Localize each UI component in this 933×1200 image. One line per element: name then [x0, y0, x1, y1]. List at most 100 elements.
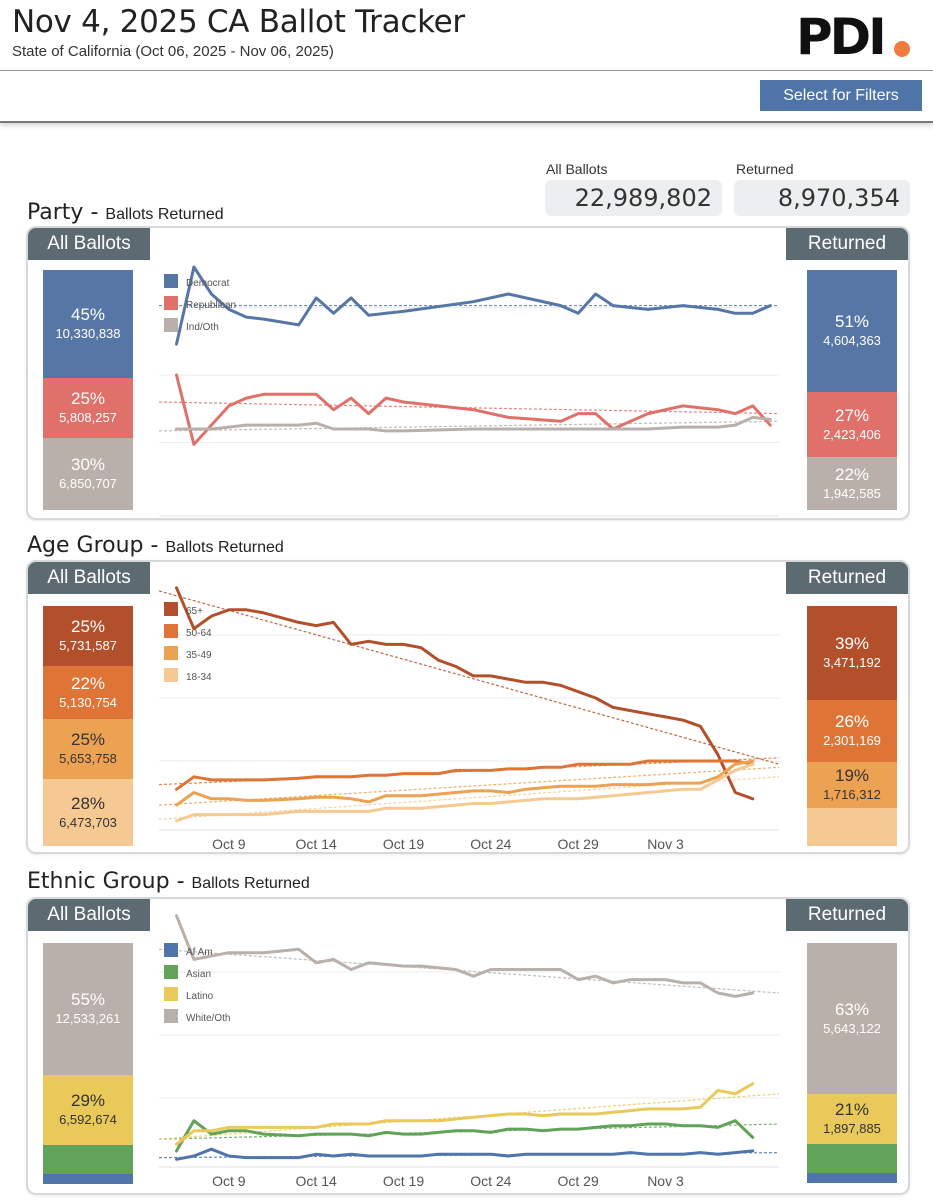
party-series-line: [175, 373, 772, 446]
age-panel: All Ballots Returned 25% 5,731,587 22% 5,13…: [26, 560, 910, 854]
bar-segment[interactable]: 21% 1,897,885: [807, 1094, 897, 1144]
segment-percent: 29%: [70, 1091, 106, 1110]
bar-segment[interactable]: [807, 1144, 897, 1173]
bar-segment[interactable]: [43, 1174, 133, 1184]
party-series-line: [175, 265, 772, 346]
bar-segment[interactable]: 26% 2,301,169: [807, 700, 897, 762]
all-ballots-kpi-value: 22,989,802: [545, 180, 722, 216]
x-tick-label: Oct 24: [470, 836, 511, 852]
party-returned-bar[interactable]: 51% 4,604,363 27% 2,423,406 22% 1,942,585: [807, 270, 897, 510]
bar-segment[interactable]: [807, 808, 897, 846]
ethnic-panel: All Ballots Returned 55% 12,533,261 29% 6,5…: [26, 897, 910, 1195]
legend-label: Ind/Oth: [186, 322, 219, 333]
logo-dot-icon: [894, 41, 910, 57]
bar-segment[interactable]: 45% 10,330,838: [43, 270, 133, 378]
bar-segment[interactable]: 29% 6,592,674: [43, 1075, 133, 1145]
legend-swatch: [164, 965, 178, 979]
bar-segment[interactable]: 30% 6,850,707: [43, 438, 133, 510]
bar-segment[interactable]: 28% 6,473,703: [43, 779, 133, 846]
bar-segment[interactable]: 25% 5,808,257: [43, 378, 133, 438]
legend-swatch: [164, 987, 178, 1001]
ethnic-all-ballots-tag: All Ballots: [28, 899, 150, 931]
age-returned-tag: Returned: [786, 562, 908, 594]
age-returned-bar[interactable]: 39% 3,471,192 26% 2,301,169 19% 1,716,312: [807, 606, 897, 846]
segment-percent: 27%: [834, 405, 870, 425]
segment-percent: 30%: [70, 455, 106, 474]
bar-segment[interactable]: 22% 5,130,754: [43, 666, 133, 719]
x-tick-label: Oct 19: [383, 1173, 424, 1189]
segment-percent: 22%: [834, 464, 870, 484]
bar-segment[interactable]: [807, 1173, 897, 1183]
age-group-series-line: [175, 586, 755, 801]
segment-percent: 22%: [70, 673, 106, 693]
legend-swatch: [164, 624, 178, 638]
age-all-ballots-tag: All Ballots: [28, 562, 150, 594]
legend-label: 35-49: [186, 650, 212, 661]
bar-segment[interactable]: 51% 4,604,363: [807, 270, 897, 392]
segment-percent: 39%: [834, 634, 870, 653]
age-group-trendline: [158, 590, 780, 765]
pdi-logo-text: PDI: [796, 10, 884, 60]
legend-label: Democrat: [186, 278, 230, 289]
x-tick-label: Oct 19: [383, 836, 424, 852]
bar-segment[interactable]: 63% 5,643,122: [807, 943, 897, 1094]
select-filters-button[interactable]: Select for Filters: [760, 80, 922, 111]
legend-label: Af Am: [186, 947, 213, 958]
legend-swatch: [164, 646, 178, 660]
bar-segment[interactable]: 25% 5,731,587: [43, 606, 133, 666]
bar-segment[interactable]: 22% 1,942,585: [807, 457, 897, 510]
party-series-line: [175, 415, 772, 433]
age-group-trendline: [158, 766, 780, 806]
segment-count: 6,850,707: [59, 476, 117, 491]
legend-swatch: [164, 1009, 178, 1023]
bar-segment[interactable]: 19% 1,716,312: [807, 762, 897, 808]
bar-segment[interactable]: 55% 12,533,261: [43, 943, 133, 1075]
returned-kpi-value: 8,970,354: [734, 180, 910, 216]
segment-count: 1,942,585: [823, 485, 881, 501]
age-chart: Oct 9 Oct 14 Oct 19 Oct 24 Oct 29 Nov 3 65+ 50-…: [158, 586, 780, 852]
age-all-ballots-bar[interactable]: 25% 5,731,587 22% 5,130,754 25% 5,653,758 28% 6…: [43, 606, 133, 846]
header-divider: [0, 70, 933, 71]
age-section-title: Age Group - Ballots Returned: [27, 533, 284, 558]
legend-swatch: [164, 943, 178, 957]
segment-count: 4,604,363: [823, 333, 881, 348]
x-tick-label: Oct 24: [470, 1173, 511, 1189]
segment-percent: 26%: [834, 712, 870, 731]
segment-percent: 19%: [834, 766, 870, 785]
party-all-ballots-bar[interactable]: 45% 10,330,838 25% 5,808,257 30% 6,850,707: [43, 270, 133, 510]
bar-segment[interactable]: [43, 1145, 133, 1174]
age-group-series-line: [175, 762, 755, 823]
x-tick-label: Oct 14: [296, 836, 337, 852]
bar-segment[interactable]: 27% 2,423,406: [807, 392, 897, 457]
x-tick-label: Nov 3: [647, 836, 684, 852]
all-ballots-kpi-label: All Ballots: [546, 161, 608, 177]
age-group-series-line: [175, 759, 755, 791]
segment-count: 3,471,192: [823, 655, 881, 670]
party-panel: All Ballots Returned 45% 10,330,838 25% 5,8…: [26, 226, 910, 520]
ethnic-chart: Oct 9 Oct 14 Oct 19 Oct 24 Oct 29 Nov 3 Af Am A…: [158, 914, 780, 1189]
filter-bar: [0, 71, 933, 123]
legend-swatch: [164, 318, 178, 332]
ethnic-group-series-line: [175, 1147, 755, 1161]
party-returned-tag: Returned: [786, 228, 908, 260]
legend-swatch: [164, 668, 178, 682]
segment-percent: 25%: [70, 389, 106, 408]
ethnic-group-trendline: [158, 948, 780, 994]
ethnic-group-series-line: [175, 1082, 755, 1146]
segment-count: 1,897,885: [823, 1121, 881, 1136]
segment-count: 5,808,257: [59, 410, 117, 425]
party-section-title: Party - Ballots Returned: [27, 200, 224, 225]
segment-count: 5,130,754: [59, 694, 117, 710]
age-group-series-line: [175, 759, 755, 807]
segment-count: 5,731,587: [59, 638, 117, 653]
bar-segment[interactable]: 39% 3,471,192: [807, 606, 897, 700]
ethnic-all-ballots-bar[interactable]: 55% 12,533,261 29% 6,592,674: [43, 943, 133, 1184]
segment-percent: 55%: [70, 990, 106, 1009]
bar-segment[interactable]: 25% 5,653,758: [43, 719, 133, 779]
pdi-logo: PDI: [796, 10, 910, 60]
segment-count: 10,330,838: [55, 326, 121, 341]
ethnic-returned-bar[interactable]: 63% 5,643,122 21% 1,897,885: [807, 943, 897, 1183]
legend-swatch: [164, 274, 178, 288]
x-tick-label: Oct 29: [558, 1173, 599, 1189]
